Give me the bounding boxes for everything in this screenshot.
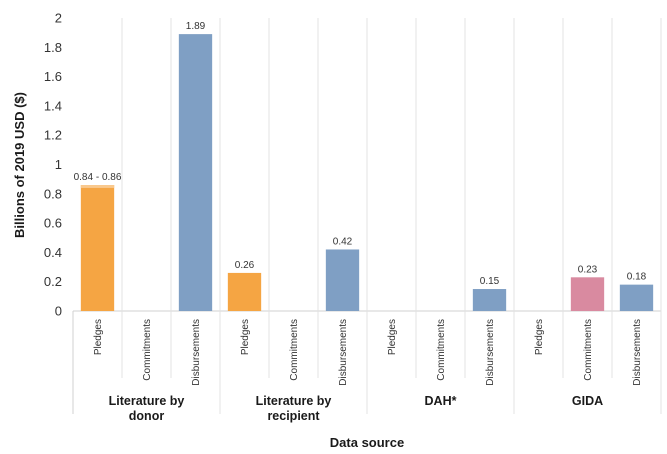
- category-label: Disbursements: [338, 319, 349, 386]
- group-label: Literature by donor: [109, 394, 185, 423]
- grid-layer: [72, 18, 662, 414]
- bar: [178, 34, 213, 312]
- category-label: Commitments: [436, 319, 447, 381]
- data-label: 1.89: [186, 21, 206, 32]
- bar: [80, 185, 115, 311]
- category-label: Disbursements: [191, 319, 202, 386]
- x-axis-categories: Pledges Commitments Disbursements Literatur…: [93, 319, 643, 423]
- y-tick-label: 0.4: [44, 245, 62, 260]
- bar: [227, 272, 262, 311]
- bar-range-segment: [80, 185, 115, 188]
- y-tick-label: 0.6: [44, 216, 62, 231]
- y-axis-title: Billions of 2019 USD ($): [12, 92, 27, 238]
- group-label: Literature by recipient: [256, 394, 332, 423]
- y-tick-label: 1: [55, 157, 62, 172]
- category-label: Disbursements: [485, 319, 496, 386]
- bar: [472, 289, 507, 311]
- y-axis: 0 0.2 0.4 0.6 0.8 1 1.2 1.4 1.6 1.8 2: [44, 11, 62, 319]
- bar: [570, 277, 605, 311]
- category-label: Commitments: [583, 319, 594, 381]
- y-tick-label: 2: [55, 11, 62, 26]
- bar: [619, 284, 654, 311]
- y-tick-label: 1.4: [44, 98, 62, 113]
- y-tick-label: 0: [55, 304, 62, 319]
- bars: [80, 34, 654, 312]
- category-label: Pledges: [93, 319, 104, 355]
- category-label: Commitments: [142, 319, 153, 381]
- data-label: 0.26: [235, 260, 255, 271]
- y-tick-label: 0.8: [44, 186, 62, 201]
- x-axis-title: Data source: [330, 435, 404, 450]
- category-label: Disbursements: [632, 319, 643, 386]
- bar: [325, 249, 360, 311]
- data-label: 0.18: [627, 272, 647, 283]
- category-label: Pledges: [240, 319, 251, 355]
- data-label: 0.23: [578, 264, 598, 275]
- category-label: Commitments: [289, 319, 300, 381]
- y-tick-label: 1.8: [44, 40, 62, 55]
- data-labels: 0.84 - 0.86 1.89 0.26 0.42 0.15 0.23 0.18: [74, 21, 647, 287]
- group-label: GIDA: [572, 394, 603, 408]
- y-tick-label: 1.6: [44, 69, 62, 84]
- category-label: Pledges: [387, 319, 398, 355]
- group-label: DAH*: [425, 394, 457, 408]
- data-label: 0.84 - 0.86: [74, 172, 122, 183]
- data-label: 0.42: [333, 236, 353, 247]
- y-tick-label: 1.2: [44, 128, 62, 143]
- data-label: 0.15: [480, 276, 500, 287]
- y-tick-label: 0.2: [44, 274, 62, 289]
- category-label: Pledges: [534, 319, 545, 355]
